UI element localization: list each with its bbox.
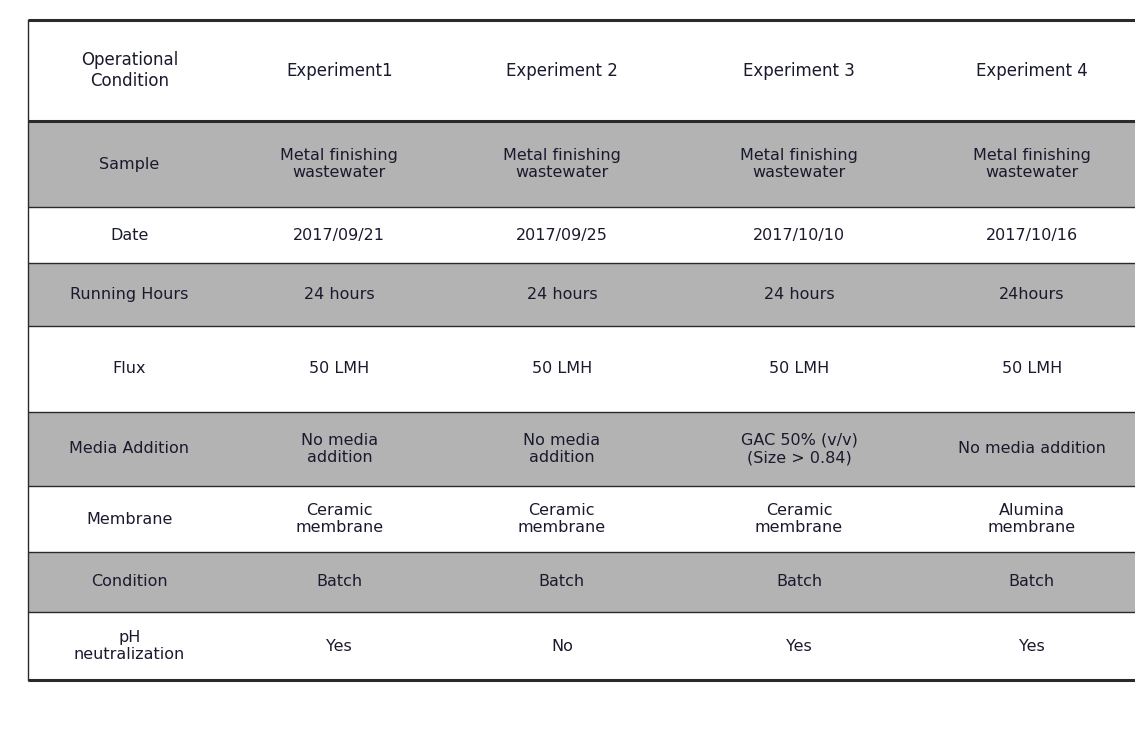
Bar <box>28 121 1135 207</box>
Text: Yes: Yes <box>327 639 352 653</box>
Text: Experiment1: Experiment1 <box>286 62 393 80</box>
Text: Operational
Condition: Operational Condition <box>81 51 178 91</box>
Text: Batch: Batch <box>317 575 362 589</box>
Text: Media Addition: Media Addition <box>69 442 190 456</box>
Bar <box>28 486 1135 552</box>
Text: No media
addition: No media addition <box>523 433 600 465</box>
Text: 2017/10/10: 2017/10/10 <box>753 228 846 242</box>
Text: 24 hours: 24 hours <box>304 287 375 301</box>
Bar <box>28 326 1135 412</box>
Text: Metal finishing
wastewater: Metal finishing wastewater <box>740 148 858 180</box>
Text: 2017/10/16: 2017/10/16 <box>985 228 1078 242</box>
Text: Ceramic
membrane: Ceramic membrane <box>755 503 843 535</box>
Bar <box>28 20 1135 121</box>
Text: 50 LMH: 50 LMH <box>1001 361 1062 376</box>
Text: Batch: Batch <box>1009 575 1054 589</box>
Text: Alumina
membrane: Alumina membrane <box>987 503 1076 535</box>
Text: Batch: Batch <box>776 575 822 589</box>
Bar <box>28 263 1135 326</box>
Text: 2017/09/21: 2017/09/21 <box>293 228 386 242</box>
Text: Yes: Yes <box>1019 639 1044 653</box>
Text: 50 LMH: 50 LMH <box>309 361 370 376</box>
Text: Experiment 3: Experiment 3 <box>743 62 855 80</box>
Text: Yes: Yes <box>787 639 812 653</box>
Bar <box>28 612 1135 680</box>
Text: 24 hours: 24 hours <box>764 287 834 301</box>
Text: Flux: Flux <box>112 361 146 376</box>
Bar <box>28 552 1135 612</box>
Text: No media
addition: No media addition <box>301 433 378 465</box>
Text: GAC 50% (v/v)
(Size > 0.84): GAC 50% (v/v) (Size > 0.84) <box>741 433 857 465</box>
Text: Condition: Condition <box>91 575 168 589</box>
Text: Ceramic
membrane: Ceramic membrane <box>518 503 606 535</box>
Text: Metal finishing
wastewater: Metal finishing wastewater <box>280 148 398 180</box>
Text: Batch: Batch <box>539 575 585 589</box>
Text: Membrane: Membrane <box>86 512 173 526</box>
Text: Running Hours: Running Hours <box>70 287 188 301</box>
Text: 50 LMH: 50 LMH <box>531 361 592 376</box>
Text: 24 hours: 24 hours <box>527 287 597 301</box>
Text: Experiment 2: Experiment 2 <box>506 62 617 80</box>
Text: Date: Date <box>110 228 149 242</box>
Text: 2017/09/25: 2017/09/25 <box>516 228 607 242</box>
Text: Metal finishing
wastewater: Metal finishing wastewater <box>503 148 621 180</box>
Text: No media addition: No media addition <box>958 442 1105 456</box>
Text: Metal finishing
wastewater: Metal finishing wastewater <box>973 148 1091 180</box>
Bar <box>28 412 1135 486</box>
Text: 24hours: 24hours <box>999 287 1065 301</box>
Bar <box>28 207 1135 263</box>
Text: 50 LMH: 50 LMH <box>768 361 830 376</box>
Text: pH
neutralization: pH neutralization <box>74 630 185 662</box>
Text: Experiment 4: Experiment 4 <box>976 62 1087 80</box>
Text: Ceramic
membrane: Ceramic membrane <box>295 503 384 535</box>
Text: Sample: Sample <box>99 157 160 172</box>
Text: No: No <box>550 639 573 653</box>
